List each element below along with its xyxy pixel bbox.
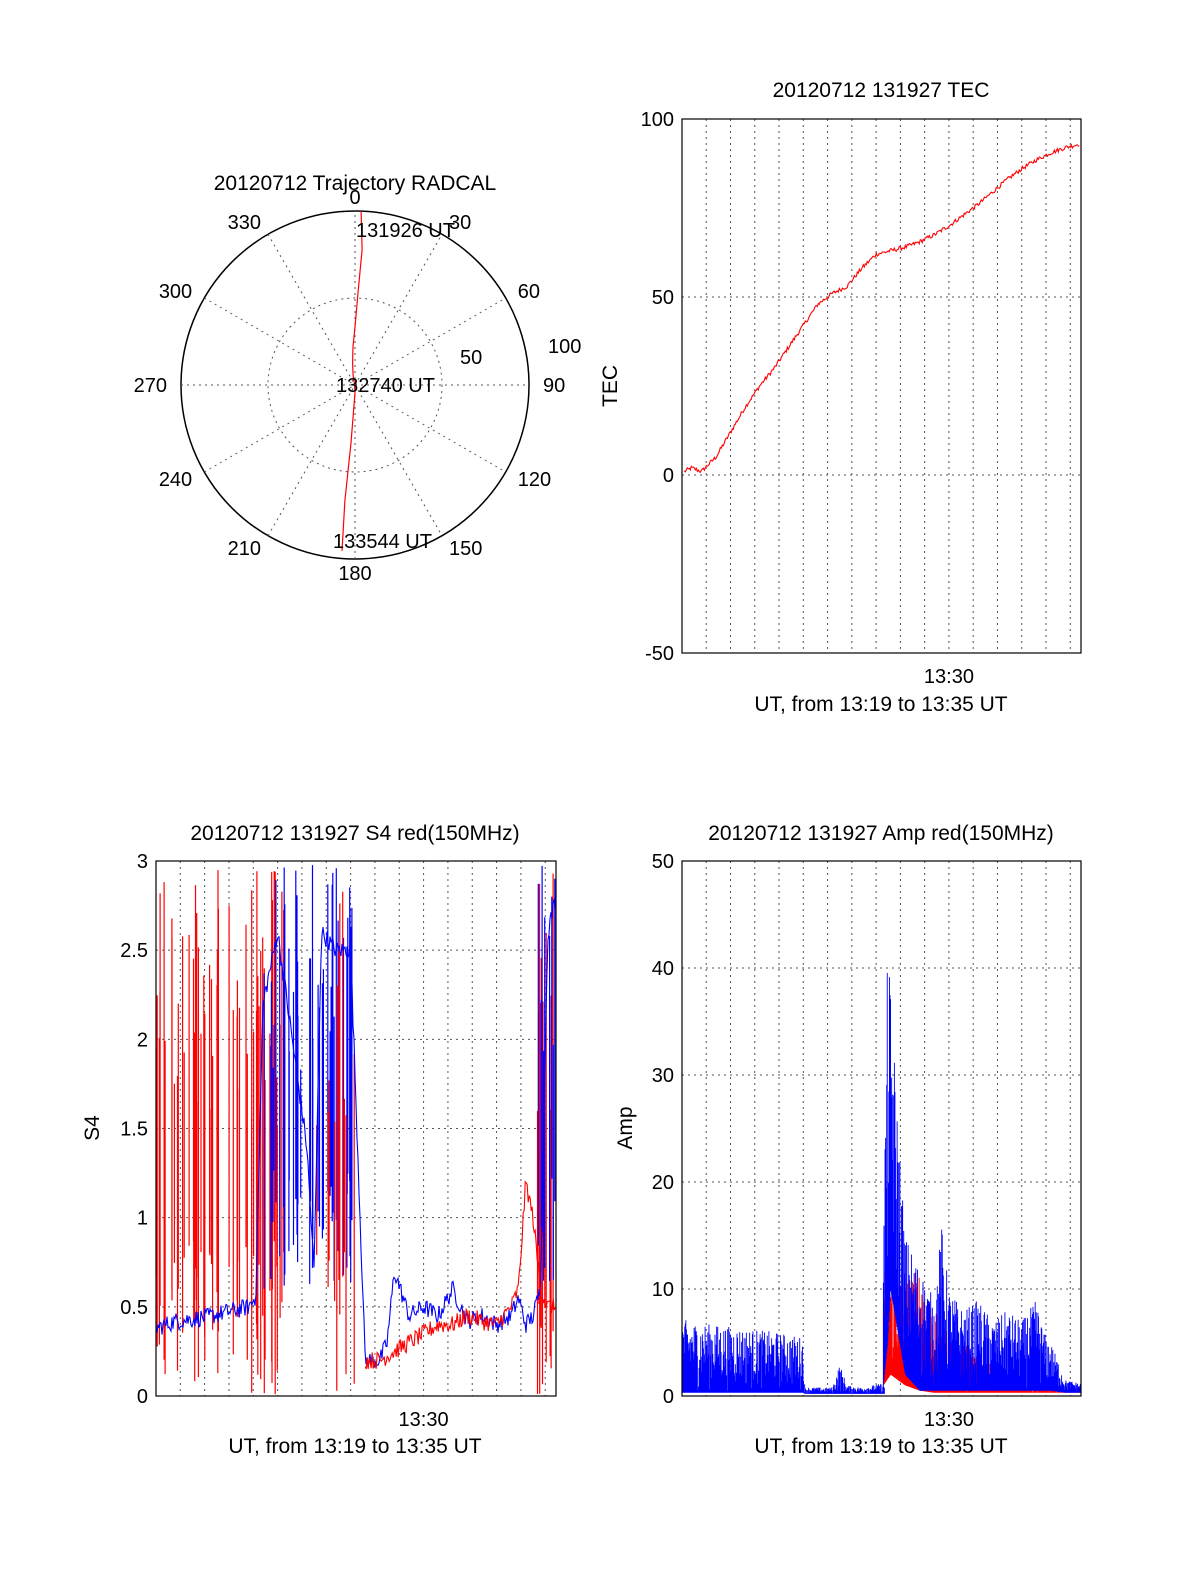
polar-angle-labels: 0 30 60 90 120 150 180 210 240 270 300 3… [134,187,566,585]
s4-series-0 [156,891,556,1368]
s4-ytick-0-5: 0.5 [120,1297,148,1319]
trajectory-start-label: 131926 UT [356,220,455,242]
tec-xlabel: UT, from 13:19 to 13:35 UT [754,693,1007,716]
tec-ylabel: TEC [599,365,622,407]
amp-ytick-40: 40 [652,958,674,980]
angle-label-210: 210 [228,538,261,560]
amp-ytick-10: 10 [652,1279,674,1301]
amp-ytick-30: 30 [652,1065,674,1087]
amp-ytick-0: 0 [663,1386,674,1408]
s4-y-ticks: 3 2.5 2 1.5 1 0.5 0 [120,851,148,1408]
angle-label-300: 300 [159,281,192,303]
trajectory-polar-plot: 20120712 Trajectory RADCAL 0 30 60 90 12… [134,172,582,585]
s4-series-1 [364,1180,556,1370]
amp-ytick-50: 50 [652,851,674,873]
amp-frame [681,860,1082,1397]
radius-label-100: 100 [548,336,581,358]
amp-plot-area [682,972,1081,1394]
s4-xlabel: UT, from 13:19 to 13:35 UT [228,1435,481,1458]
s4-ylabel: S4 [81,1115,104,1141]
polar-inner-circle [267,297,443,473]
tec-data [683,143,1080,474]
angle-label-270: 270 [134,375,167,397]
tec-grid [682,119,1081,653]
s4-ytick-1: 1 [137,1208,148,1230]
s4-title: 20120712 131927 S4 red(150MHz) [190,822,519,845]
tec-frame [681,118,1082,654]
tec-y-ticks: 100 50 0 -50 [641,109,674,665]
angle-label-90: 90 [543,375,565,397]
s4-xtick-1330: 13:30 [399,1409,449,1431]
amp-band-2 [882,972,1081,1393]
tec-ytick-50: 50 [652,287,674,309]
s4-spikes-1 [263,865,353,1289]
tec-ytick-0: 0 [663,465,674,487]
angle-label-120: 120 [518,469,551,491]
tec-title: 20120712 131927 TEC [773,79,990,102]
angle-label-240: 240 [159,469,192,491]
amp-data [682,972,1081,1394]
amp-band-0 [682,1320,885,1394]
tec-series-0 [683,143,1080,474]
tec-ytick-100: 100 [641,109,674,131]
s4-spikes-2 [316,891,355,1391]
s4-ytick-3: 3 [137,851,148,873]
s4-data [156,865,556,1395]
amp-xtick-1330: 13:30 [924,1409,974,1431]
s4-plot-area [156,865,556,1395]
trajectory-end-label: 133544 UT [333,531,432,553]
angle-label-30: 30 [449,212,471,234]
s4-frame [155,860,557,1397]
tec-plot-area [683,143,1080,474]
trajectory-mid-label: 132740 UT [336,375,435,397]
amp-ytick-20: 20 [652,1172,674,1194]
angle-label-0: 0 [349,187,360,209]
s4-ytick-0: 0 [137,1386,148,1408]
trajectory-trace [341,211,363,551]
s4-ytick-1-5: 1.5 [120,1119,148,1141]
angle-label-150: 150 [449,538,482,560]
angle-label-330: 330 [228,212,261,234]
angle-label-180: 180 [338,563,371,585]
tec-panel: 20120712 131927 TEC 100 50 0 -50 13:30 U… [599,79,1082,716]
angle-label-60: 60 [518,281,540,303]
amp-panel: 20120712 131927 Amp red(150MHz) 50 40 30… [614,822,1082,1458]
tec-ytick-minus50: -50 [645,643,674,665]
amp-grid [682,861,1081,1396]
s4-ytick-2: 2 [137,1029,148,1051]
amp-xlabel: UT, from 13:19 to 13:35 UT [754,1435,1007,1458]
amp-title: 20120712 131927 Amp red(150MHz) [708,822,1054,845]
amp-y-ticks: 50 40 30 20 10 0 [652,851,674,1408]
trajectory-title: 20120712 Trajectory RADCAL [214,172,497,195]
tec-xtick-1330: 13:30 [924,666,974,688]
trajectory-line-0 [341,211,363,551]
amp-ylabel: Amp [614,1106,637,1149]
radius-label-50: 50 [460,347,482,369]
s4-panel: 20120712 131927 S4 red(150MHz) 3 2.5 2 1… [81,822,557,1458]
s4-ytick-2-5: 2.5 [120,940,148,962]
